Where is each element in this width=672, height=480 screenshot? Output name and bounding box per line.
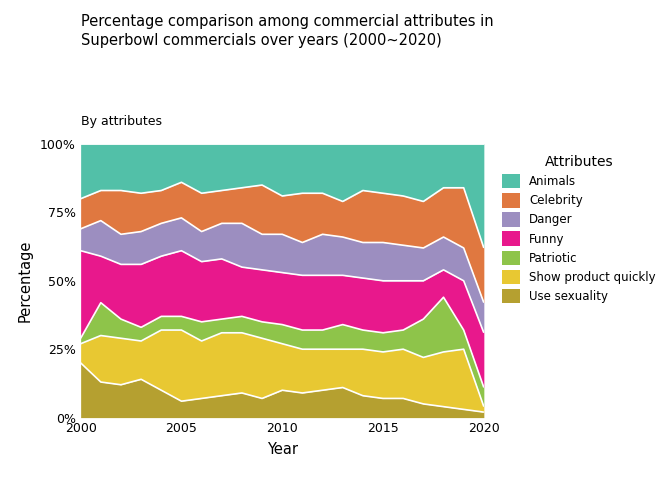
- Legend: Animals, Celebrity, Danger, Funny, Patriotic, Show product quickly, Use sexualit: Animals, Celebrity, Danger, Funny, Patri…: [502, 156, 656, 303]
- Text: Percentage comparison among commercial attributes in
Superbowl commercials over : Percentage comparison among commercial a…: [81, 14, 493, 48]
- X-axis label: Year: Year: [267, 443, 298, 457]
- Text: By attributes: By attributes: [81, 115, 162, 128]
- Y-axis label: Percentage: Percentage: [18, 240, 33, 322]
